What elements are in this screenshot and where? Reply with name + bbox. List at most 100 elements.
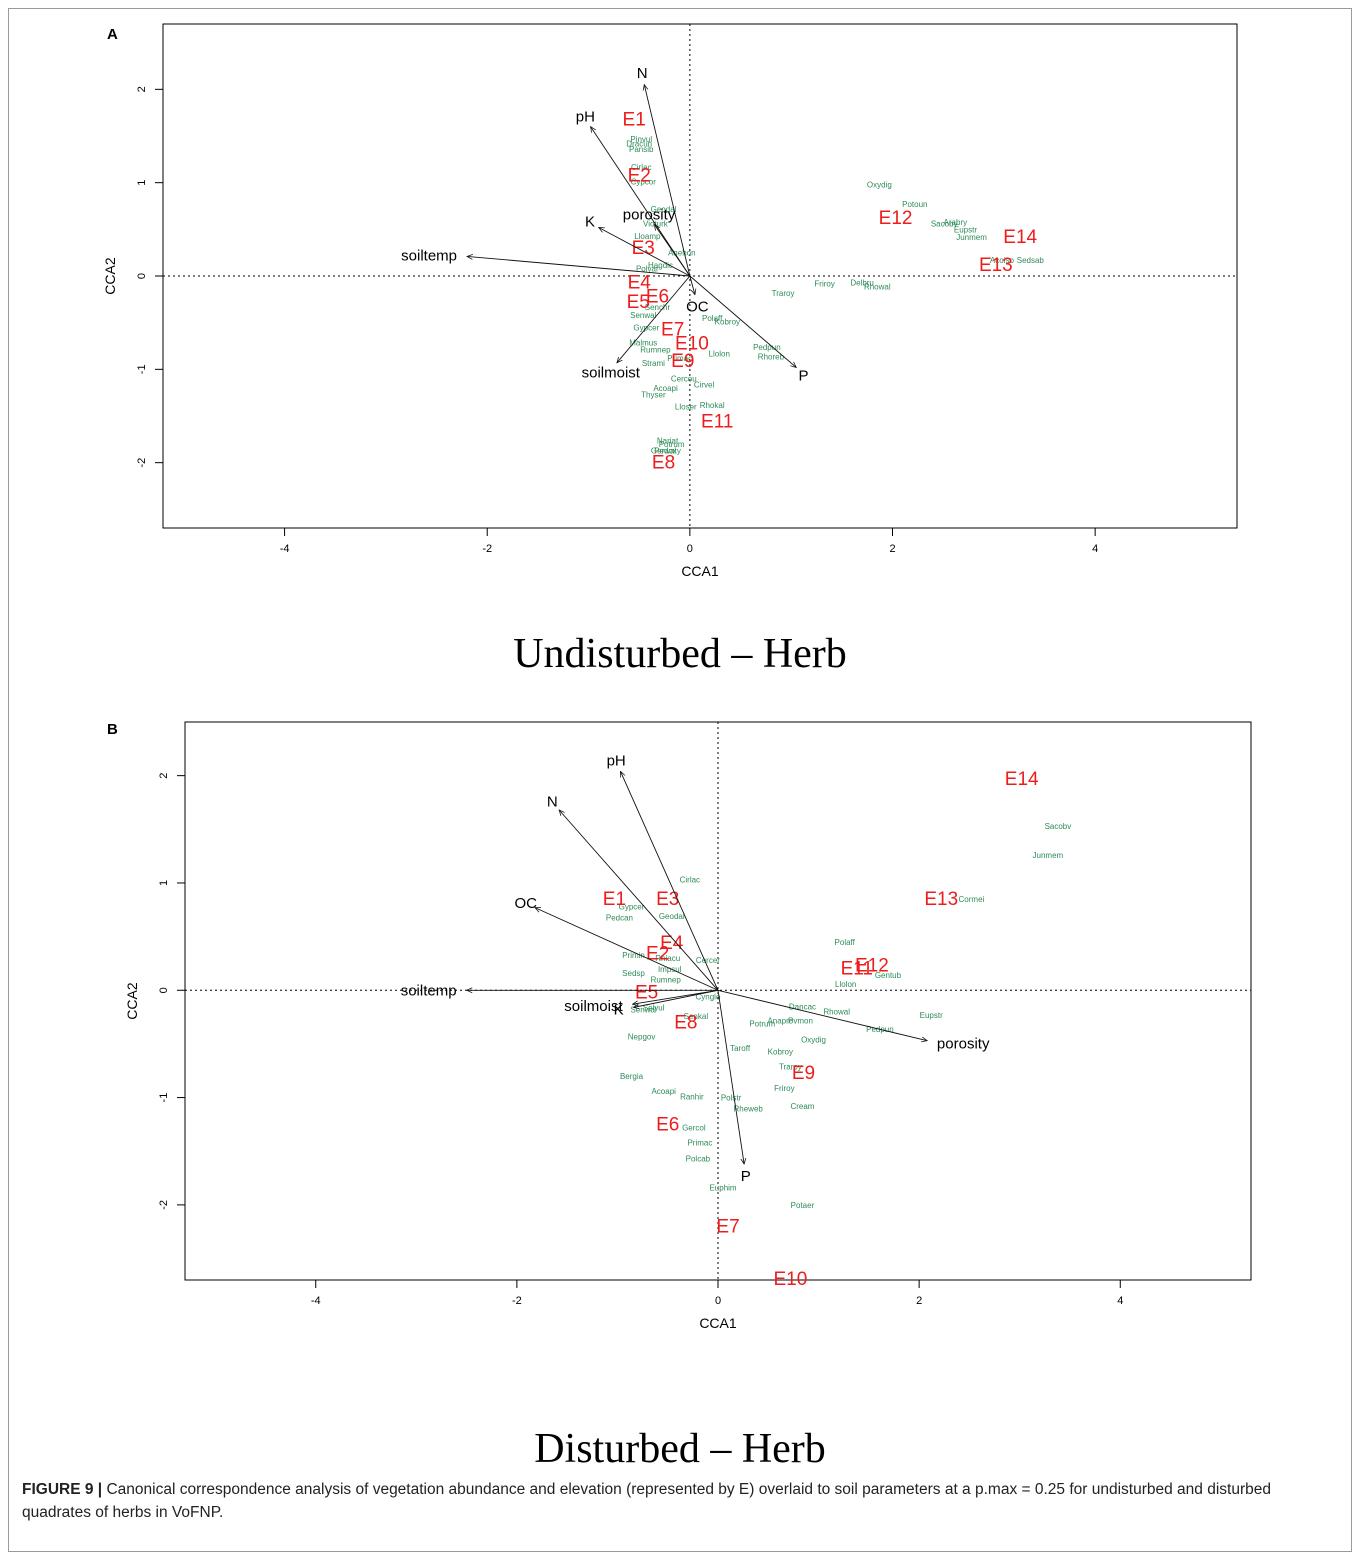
species-label: Junmem <box>1033 851 1064 860</box>
site-label: E5 <box>627 292 650 313</box>
species-label: Cypcor <box>631 178 657 187</box>
species-label: Cercer <box>696 956 720 965</box>
y-tick-label: -2 <box>158 1200 170 1210</box>
y-tick-label: 1 <box>158 880 170 886</box>
species-label: Primin <box>622 951 645 960</box>
site-label: E7 <box>661 319 684 340</box>
vector-arrow <box>689 275 695 295</box>
species-label: Arabry <box>944 218 968 227</box>
vector-arrow <box>599 227 691 277</box>
vector-arrow <box>634 989 719 1007</box>
species-label: Oxydig <box>801 1036 826 1045</box>
species-label: Anehon <box>668 249 696 258</box>
figure-label: FIGURE 9 | <box>22 1481 103 1498</box>
species-label: Polaff <box>702 314 723 323</box>
vector-label: N <box>637 65 648 82</box>
y-tick-label: 1 <box>136 180 148 186</box>
y-tick-label: -1 <box>136 364 148 374</box>
species-label: Anapro <box>767 1016 793 1025</box>
vector-label: OC <box>686 298 709 315</box>
cca-plot-undisturbed: -4 -2 0 2 4 -2 -1 0 1 2 CCA1 CCA2 Oxydig Potoun Sacobv… <box>102 23 1238 579</box>
vector-label: pH <box>576 108 595 125</box>
y-tick-label: -1 <box>158 1093 170 1103</box>
species-label: Llolon <box>709 349 730 358</box>
species-label: Pedpun <box>753 343 781 352</box>
x-axis-label: CCA1 <box>699 1315 737 1331</box>
vector-arrow <box>620 771 719 991</box>
species-label: Acoapi <box>653 384 678 393</box>
site-label: E13 <box>979 255 1013 276</box>
species-label: Rhiacu <box>655 954 680 963</box>
species-label: Sedsp <box>622 969 645 978</box>
species-label: Polcab <box>686 1155 711 1164</box>
species-label: Friroy <box>814 279 834 288</box>
species-label: Acoapi <box>651 1087 676 1096</box>
site-label: E9 <box>792 1063 815 1084</box>
site-label: E10 <box>675 333 709 354</box>
species-label: Cormei <box>959 895 985 904</box>
species-label: Cynglo <box>695 993 720 1002</box>
species-label: Ranhir <box>680 1093 704 1102</box>
species-label: Potrum <box>659 440 685 449</box>
species-label: Strami <box>642 359 665 368</box>
species-label: Potoun <box>902 200 927 209</box>
species-label: Selvul <box>643 1003 665 1012</box>
species-label: Bergia <box>620 1072 644 1081</box>
species-label: Primac <box>687 1139 712 1148</box>
species-label: Sedsab <box>1017 256 1045 265</box>
vector-arrow <box>535 907 719 991</box>
species-label: Senwal <box>630 311 656 320</box>
species-label: Kobroy <box>768 1047 793 1056</box>
vector-label: pH <box>607 753 626 770</box>
panel-label-a: A <box>107 26 118 43</box>
vector-arrow <box>689 275 796 367</box>
site-label: E4 <box>660 933 684 954</box>
species-label: Rheweb <box>733 1104 763 1113</box>
species-label: Pansib <box>629 145 654 154</box>
species-label: Traroy <box>772 289 795 298</box>
vector-label: soiltemp <box>401 247 457 264</box>
species-label: Gypcer <box>619 903 645 912</box>
species-label: Rhowal <box>823 1008 850 1017</box>
site-label: E4 <box>628 273 652 294</box>
site-label: E12 <box>855 956 889 977</box>
site-label: E11 <box>701 412 733 433</box>
cca-plot-disturbed: -4 -2 0 2 4 -2 -1 0 1 2 CCA1 CCA2 Sacobv Junmem Cormei… <box>124 721 1252 1331</box>
site-label: E2 <box>646 944 669 965</box>
species-label: Primac <box>667 354 692 363</box>
species-label: Polstr <box>721 1094 742 1103</box>
species-label: Senchr <box>645 303 671 312</box>
species-label: Rumnep <box>651 976 682 985</box>
species-label: Taroff <box>730 1044 751 1053</box>
species-label: Cirlac <box>631 163 651 172</box>
vector-arrow <box>633 989 719 1004</box>
site-label: E6 <box>646 287 669 308</box>
vector-label: K <box>614 1002 624 1019</box>
vector-label: P <box>799 368 809 385</box>
vector-arrow <box>644 85 691 277</box>
x-tick-label: 0 <box>715 1295 721 1307</box>
y-tick-label: 2 <box>136 86 148 92</box>
species-label: Sacobv <box>931 220 958 229</box>
x-tick-label: 2 <box>916 1295 922 1307</box>
vector-label: P <box>741 1168 751 1185</box>
species-label: Junmem <box>956 233 987 242</box>
species-label: Kobroy <box>715 318 740 327</box>
y-tick-label: 0 <box>158 987 170 993</box>
vector-arrow <box>559 810 719 991</box>
y-tick-label: 2 <box>158 773 170 779</box>
figure-caption: FIGURE 9 | Canonical correspondence anal… <box>22 1478 1332 1524</box>
site-label: E12 <box>879 208 913 229</box>
site-label: E1 <box>623 109 646 130</box>
site-label: E13 <box>924 889 958 910</box>
vector-arrow <box>717 990 744 1164</box>
species-label: Pinvul <box>630 135 652 144</box>
species-label: Nepgov <box>628 1032 656 1041</box>
figure-caption-text: Canonical correspondence analysis of veg… <box>22 1481 1271 1521</box>
species-label: Eupstr <box>954 225 977 234</box>
species-label: Cirlac <box>680 876 700 885</box>
vector-arrow <box>467 256 690 277</box>
species-label: Cercou <box>671 375 697 384</box>
x-axis-label: CCA1 <box>681 563 719 579</box>
species-label: Rhoreb <box>758 352 785 361</box>
